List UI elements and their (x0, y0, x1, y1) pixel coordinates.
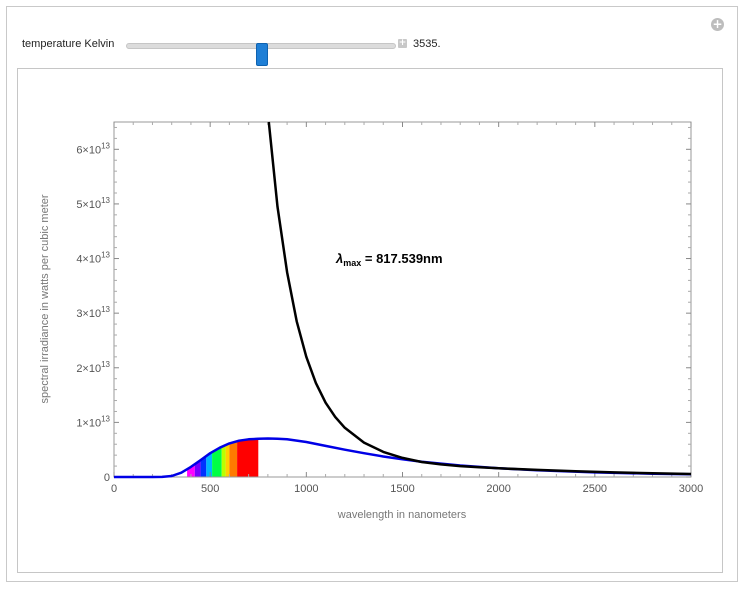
visible-band (221, 445, 226, 477)
visible-band (229, 441, 238, 477)
plot-frame (113, 121, 692, 478)
y-axis-label: spectral irradiance in watts per cubic m… (39, 194, 51, 403)
temperature-control: temperature Kelvin + 3535. (22, 35, 482, 66)
visible-band (225, 443, 230, 477)
temperature-label: temperature Kelvin (22, 38, 115, 50)
y-tick-label: 0 (104, 472, 110, 484)
visible-band (200, 456, 207, 477)
plot-panel: 0 500 1000 1500 2000 2500 3000 0 1×1013 2×1013 3×1… (17, 68, 723, 573)
visible-band (237, 438, 259, 477)
x-tick-label: 3000 (679, 483, 703, 495)
wien-curve (267, 121, 692, 476)
x-tick-label: 1500 (390, 483, 414, 495)
annotation-symbol: λ (335, 251, 343, 266)
x-tick-label: 1000 (294, 483, 318, 495)
annotation-text: = 817.539nm (361, 251, 442, 266)
annotation: λmax = 817.539nm (335, 251, 443, 268)
x-axis-label: wavelength in nanometers (337, 509, 467, 521)
x-tick-label: 500 (201, 483, 219, 495)
spectrum-chart: 0 500 1000 1500 2000 2500 3000 0 1×1013 2×1013 3×1… (39, 121, 703, 521)
plus-square-icon[interactable]: + (398, 38, 407, 48)
slider-thumb[interactable] (256, 43, 268, 66)
y-tick-label: 3×1013 (76, 305, 110, 320)
plus-circle-icon[interactable]: + (711, 17, 724, 31)
y-tick-label: 5×1013 (76, 196, 110, 211)
x-tick-label: 0 (111, 483, 117, 495)
y-tick-label: 2×1013 (76, 360, 110, 375)
y-tick-label: 6×1013 (76, 141, 110, 156)
temperature-value: 3535. (413, 38, 441, 50)
y-tick-label: 4×1013 (76, 251, 110, 266)
visible-band (187, 464, 195, 477)
annotation-subscript: max (343, 258, 361, 268)
visible-band (206, 452, 213, 477)
x-tick-label: 2500 (583, 483, 607, 495)
y-tick-label: 1×1013 (76, 414, 110, 429)
temperature-slider[interactable] (126, 43, 396, 66)
x-tick-label: 2000 (486, 483, 510, 495)
visible-band (212, 446, 222, 477)
